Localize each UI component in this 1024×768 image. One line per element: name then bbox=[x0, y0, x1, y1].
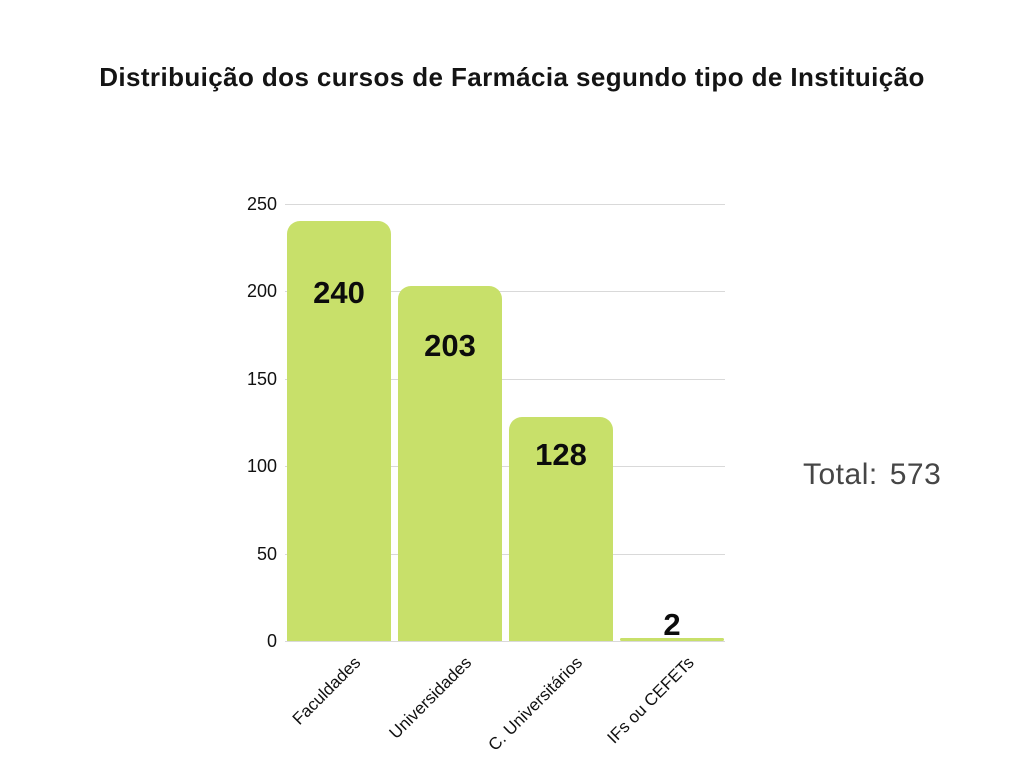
y-tick-label-100: 100 bbox=[246, 456, 277, 477]
gridline-0 bbox=[285, 641, 725, 642]
total-label: Total: bbox=[803, 458, 878, 491]
bar-value-label-0: 240 bbox=[313, 274, 365, 310]
bar-2 bbox=[509, 417, 613, 641]
y-tick-label-250: 250 bbox=[246, 194, 277, 214]
gridline-150 bbox=[285, 378, 725, 380]
x-axis-label-2: C. Universitários bbox=[484, 653, 587, 755]
y-tick-label-150: 150 bbox=[246, 368, 277, 389]
bar-value-label-1: 203 bbox=[424, 328, 476, 364]
y-tick-label-50: 50 bbox=[256, 543, 277, 564]
bar-1 bbox=[398, 286, 502, 641]
y-tick-label-0: 0 bbox=[266, 631, 277, 651]
gridline-100 bbox=[285, 466, 725, 468]
bar-value-label-2: 128 bbox=[535, 437, 587, 473]
total-annotation: Total: 573 bbox=[803, 458, 941, 492]
bar-0 bbox=[287, 221, 391, 641]
plot-area: 0 50 100 150 200 250 240 203 128 2 Faculdades Uni… bbox=[247, 195, 725, 755]
gridline-200 bbox=[285, 291, 725, 293]
chart-title: Distribuição dos cursos de Farmácia segu… bbox=[99, 62, 925, 92]
x-axis-label-0: Faculdades bbox=[288, 653, 365, 729]
y-tick-label-200: 200 bbox=[246, 281, 277, 302]
bar-value-label-3: 2 bbox=[663, 606, 681, 642]
gridline-250 bbox=[285, 204, 725, 205]
bar-3 bbox=[620, 637, 724, 641]
total-value: 573 bbox=[889, 458, 942, 491]
x-axis-label-3: IFs ou CEFETs bbox=[603, 653, 698, 748]
x-axis-label-1: Universidades bbox=[385, 653, 476, 743]
gridline-50 bbox=[285, 553, 725, 555]
